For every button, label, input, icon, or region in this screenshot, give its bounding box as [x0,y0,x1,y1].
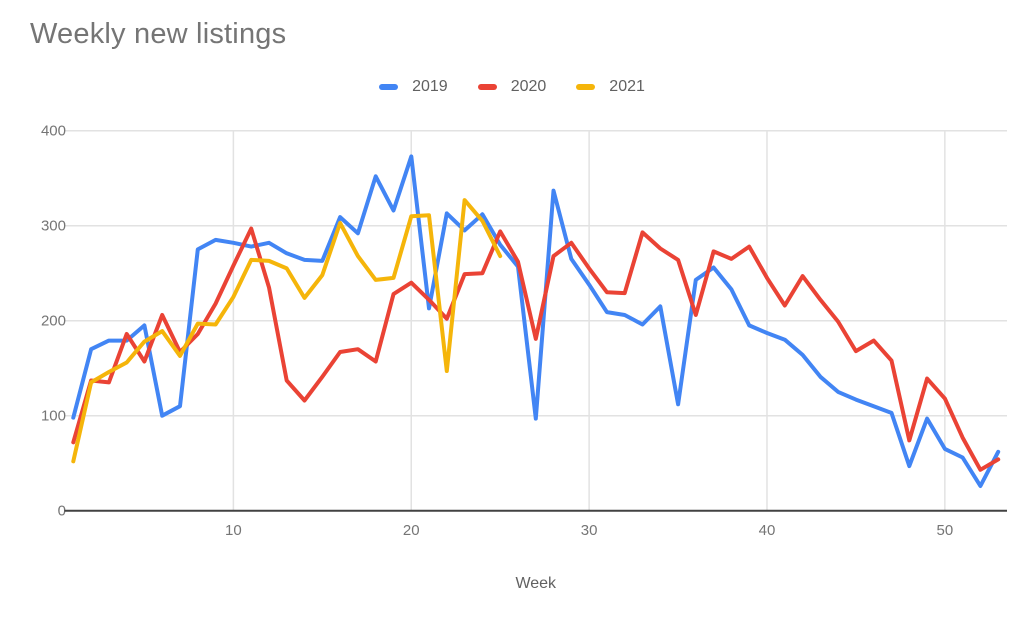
legend-swatch-2021 [576,84,596,90]
x-tick-label-30: 30 [581,522,598,539]
x-axis-title: Week [515,575,557,592]
legend-item-2021: 2021 [576,78,645,96]
y-tick-label-100: 100 [41,408,66,425]
legend-swatch-2020 [477,84,497,90]
y-tick-label-200: 200 [41,313,66,330]
y-tick-label-0: 0 [58,503,66,520]
x-tick-label-10: 10 [225,522,242,539]
x-tick-label-20: 20 [403,522,420,539]
x-tick-label-50: 50 [937,522,954,539]
legend-item-2020: 2020 [477,78,547,96]
series-line-2019 [71,154,1001,488]
legend-item-2019: 2019 [379,78,448,96]
chart-legend: 2019 2020 2021 [0,78,1024,96]
legend-swatch-2019 [379,84,399,90]
y-tick-label-400: 400 [41,123,66,140]
legend-label: 2021 [609,78,645,95]
series-line-2021 [71,198,503,464]
legend-label: 2019 [412,78,448,95]
y-tick-label-300: 300 [41,218,66,235]
series-line-2020 [71,226,1001,472]
x-tick-label-40: 40 [759,522,776,539]
chart-title: Weekly new listings [30,18,287,50]
legend-label: 2020 [510,78,547,95]
